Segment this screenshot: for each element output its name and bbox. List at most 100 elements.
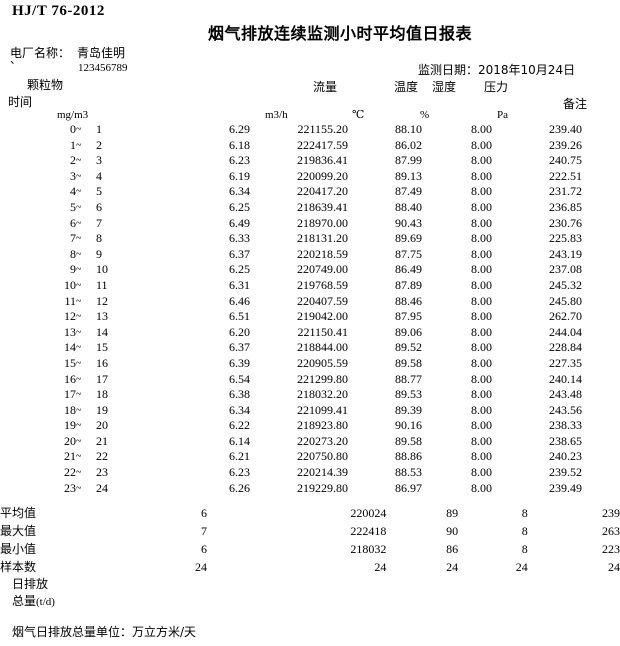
table-row: 23 ~24 6.26 219229.80 86.97 8.00 239.49: [0, 481, 620, 497]
cell-particulate: 6.46: [229, 293, 250, 308]
summary-pressure: 223: [602, 542, 620, 556]
cell-hour-start: 18: [64, 402, 76, 417]
cell-hour-start: 15: [64, 355, 76, 370]
cell-temperature: 89.13: [395, 168, 422, 183]
cell-flow: 218639.41: [297, 199, 348, 214]
cell-remark: [582, 418, 620, 434]
cell-humidity: 8.00: [471, 122, 492, 136]
summary-humidity: 24: [515, 560, 528, 574]
cell-remark: [582, 449, 620, 465]
cell-humidity: 8.00: [471, 184, 492, 199]
cell-temperature: 88.10: [395, 122, 422, 136]
cell-hour-end: 16: [96, 355, 108, 370]
summary-label: 平均值: [0, 506, 37, 520]
cell-humidity: 8.00: [471, 387, 492, 402]
cell-hour-end: 8: [96, 231, 102, 246]
cell-humidity: 8.00: [471, 402, 492, 417]
cell-remark: [582, 200, 620, 216]
cell-remark: [582, 403, 620, 419]
cell-particulate: 6.20: [229, 324, 250, 339]
cell-flow: 218844.00: [297, 340, 348, 355]
page-title: 烟气排放连续监测小时平均值日报表: [207, 24, 472, 43]
cell-remark: [582, 356, 620, 372]
column-header-temperature: 温度: [394, 80, 419, 94]
summary-label: 最大值: [0, 524, 37, 538]
monitor-date: 监测日期：2018年10月24日: [418, 63, 576, 77]
cell-remark: [582, 247, 620, 263]
cell-particulate: 6.33: [229, 231, 250, 246]
summary-row: 最小值 6 218032 86 8 223: [0, 540, 620, 558]
cell-pressure: 240.75: [549, 153, 582, 168]
cell-remark: [582, 481, 620, 497]
cell-range-separator: ~: [76, 373, 82, 385]
cell-pressure: 228.84: [549, 340, 582, 355]
cell-particulate: 6.37: [229, 340, 250, 355]
summary-label: 样本数: [0, 560, 37, 574]
table-row: 19 ~20 6.22 218923.80 90.16 8.00 238.33: [0, 418, 620, 434]
cell-range-separator: ~: [76, 357, 82, 369]
cell-pressure: 245.32: [549, 277, 582, 292]
cell-hour-start: 17: [64, 387, 76, 402]
cell-humidity: 8.00: [471, 433, 492, 448]
cell-hour-start: 8: [70, 246, 76, 261]
cell-pressure: 222.51: [549, 168, 582, 183]
cell-hour-start: 11: [64, 293, 76, 308]
column-header-time: 时间: [8, 95, 33, 109]
cell-range-separator: ~: [76, 420, 82, 432]
table-row: 18 ~19 6.34 221099.41 89.39 8.00 243.56: [0, 403, 620, 419]
column-header-humidity: 湿度: [432, 80, 457, 94]
cell-temperature: 90.16: [395, 418, 422, 433]
plant-name-label: 电厂名称：: [10, 46, 71, 60]
cell-pressure: 231.72: [549, 184, 582, 199]
cell-hour-start: 4: [70, 184, 76, 199]
cell-flow: 221299.80: [297, 371, 348, 386]
table-row: 21 ~22 6.21 220750.80 88.86 8.00 240.23: [0, 449, 620, 465]
cell-particulate: 6.29: [229, 122, 250, 136]
cell-flow: 218131.20: [297, 231, 348, 246]
cell-humidity: 8.00: [471, 309, 492, 324]
cell-pressure: 240.14: [549, 371, 582, 386]
cell-temperature: 88.40: [395, 199, 422, 214]
cell-remark: [582, 278, 620, 294]
cell-humidity: 8.00: [471, 153, 492, 168]
cell-remark: [582, 434, 620, 450]
cell-range-separator: ~: [76, 233, 82, 245]
hourly-data-table: 0 ~1 6.29 221155.20 88.10 8.00 239.40 1 ~2 6.18 22…: [0, 122, 620, 496]
cell-hour-end: 18: [96, 387, 108, 402]
cell-pressure: 225.83: [549, 231, 582, 246]
table-row: 10 ~11 6.31 219768.59 87.89 8.00 245.32: [0, 278, 620, 294]
cell-range-separator: ~: [76, 217, 82, 229]
cell-particulate: 6.49: [229, 215, 250, 230]
cell-range-separator: ~: [76, 467, 82, 479]
table-row: 15 ~16 6.39 220905.59 89.58 8.00 227.35: [0, 356, 620, 372]
cell-humidity: 8.00: [471, 293, 492, 308]
cell-remark: [582, 184, 620, 200]
cell-particulate: 6.14: [229, 433, 250, 448]
cell-range-separator: ~: [76, 404, 82, 416]
cell-remark: [582, 138, 620, 154]
cell-range-separator: ~: [76, 295, 82, 307]
cell-pressure: 244.04: [549, 324, 582, 339]
summary-row: 样本数 24 24 24 24 24: [0, 558, 620, 576]
unit-flow: m3/h: [265, 109, 288, 121]
cell-hour-start: 10: [64, 277, 76, 292]
cell-hour-end: 4: [96, 168, 102, 183]
cell-humidity: 8.00: [471, 262, 492, 277]
table-row: 16 ~17 6.54 221299.80 88.77 8.00 240.14: [0, 372, 620, 388]
cell-humidity: 8.00: [471, 324, 492, 339]
unit-pressure: Pa: [497, 109, 508, 121]
cell-pressure: 239.40: [549, 122, 582, 136]
summary-temperature: 90: [446, 524, 459, 538]
cell-humidity: 8.00: [471, 340, 492, 355]
cell-hour-start: 3: [70, 168, 76, 183]
cell-particulate: 6.37: [229, 246, 250, 261]
cell-remark: [582, 325, 620, 341]
cell-particulate: 6.18: [229, 137, 250, 152]
plant-name-value: 青岛佳明: [77, 46, 126, 60]
cell-range-separator: ~: [76, 279, 82, 291]
cell-hour-end: 11: [96, 277, 108, 292]
cell-hour-end: 19: [96, 402, 108, 417]
cell-hour-start: 19: [64, 418, 76, 433]
table-row: 3 ~4 6.19 220099.20 89.13 8.00 222.51: [0, 169, 620, 185]
